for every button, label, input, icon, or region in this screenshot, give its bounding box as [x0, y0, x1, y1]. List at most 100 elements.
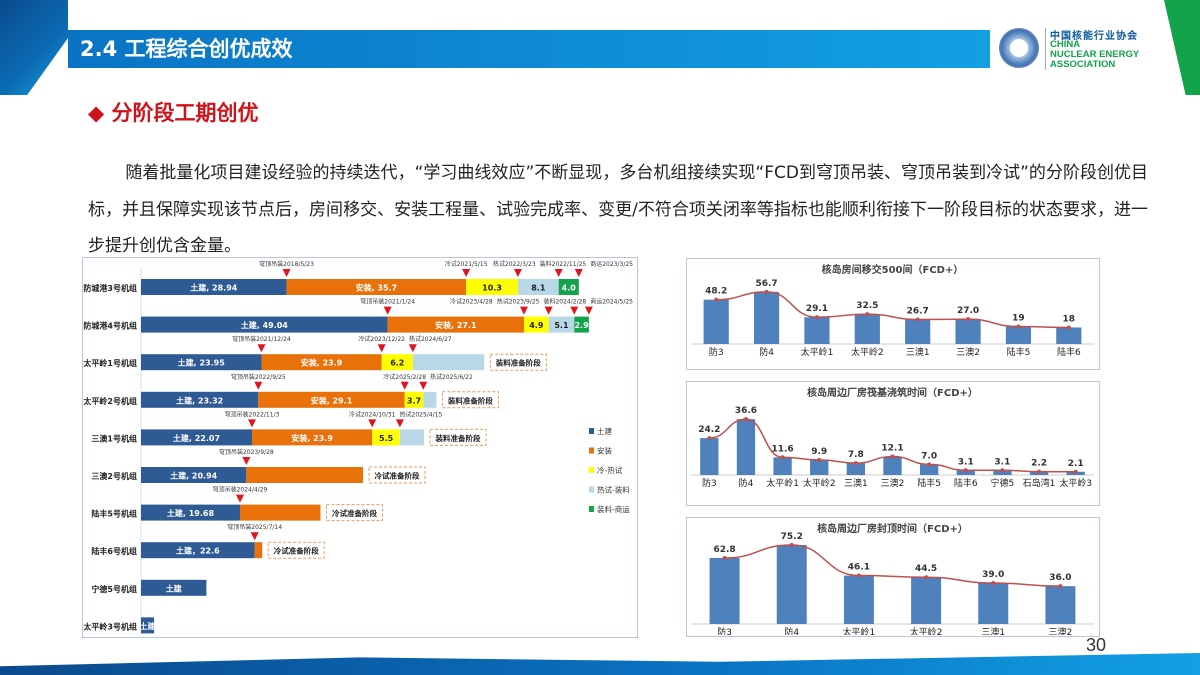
- milestone-marker-icon: [282, 269, 291, 277]
- row-label: 陆丰5号机组: [91, 509, 137, 519]
- milestone-label: 热试2025/6/22: [430, 373, 473, 381]
- segment-label: 土建，22.6: [176, 546, 220, 556]
- bar: [911, 577, 942, 624]
- trend-point: [966, 317, 971, 322]
- gantt-segment: [286, 279, 467, 295]
- green-stripe-decoration: [1164, 0, 1200, 95]
- gantt-segment: [141, 579, 207, 596]
- bar: [843, 575, 874, 624]
- data-label: 9.9: [811, 447, 827, 457]
- trend-point: [1037, 469, 1042, 474]
- chart-raft-pour-panel: 核岛周边厂房筏基浇筑时间（FCD+） 24.2 防3 36.6 防4 11.6 太平岭1 9.…: [686, 381, 1100, 506]
- stage-note: 装料准备阶段: [447, 395, 493, 405]
- data-label: 27.0: [957, 306, 979, 316]
- milestone-marker-icon: [248, 419, 257, 428]
- milestone-marker-icon: [419, 381, 428, 390]
- data-label: 62.8: [713, 545, 735, 555]
- data-label: 36.0: [1049, 573, 1071, 583]
- category-label: 三澳2: [1049, 626, 1073, 635]
- milestone-marker-icon: [408, 344, 417, 353]
- milestone-label: 穹顶吊装2025/7/14: [227, 523, 282, 531]
- milestone-marker-icon: [257, 344, 266, 353]
- page-number: 30: [1086, 635, 1107, 655]
- segment-label: 3.7: [407, 396, 421, 405]
- gantt-segment: [423, 391, 437, 408]
- segment-label: 安装, 23.9: [301, 358, 343, 368]
- milestone-label: 热试2022/3/23: [493, 260, 536, 268]
- gantt-segment: [574, 316, 589, 333]
- bar: [883, 456, 902, 475]
- milestone-label: 冷试2021/5/15: [445, 260, 488, 268]
- milestone-label: 穹顶吊装2024/4/29: [213, 486, 268, 494]
- legend-label: 装料-商运: [597, 504, 630, 514]
- bar: [776, 544, 807, 624]
- milestone-label: 商运2024/5/25: [590, 298, 633, 306]
- segment-label: 5.1: [554, 321, 569, 330]
- trend-point: [814, 315, 819, 320]
- milestone-marker-icon: [513, 269, 522, 277]
- segment-label: 土建, 28.94: [190, 283, 238, 293]
- gantt-segment: [141, 354, 262, 371]
- data-label: 24.2: [698, 425, 720, 435]
- segment-label: 土建, 19.68: [167, 508, 215, 518]
- data-label: 44.5: [915, 564, 937, 574]
- trend-point: [963, 468, 968, 473]
- bar: [846, 463, 866, 475]
- category-label: 防4: [739, 477, 754, 489]
- trend-point: [743, 417, 748, 422]
- milestone-marker-icon: [554, 269, 563, 277]
- bar: [1005, 326, 1032, 344]
- gantt-segment: [252, 429, 373, 446]
- data-label: 11.6: [771, 444, 793, 454]
- milestone-label: 冷试2023/12/22: [358, 335, 405, 343]
- gantt-segment: [466, 279, 518, 295]
- segment-label: 土建, 23.95: [178, 358, 226, 368]
- milestone-marker-icon: [584, 306, 593, 315]
- data-label: 29.1: [806, 304, 828, 314]
- gantt-segment: [141, 429, 253, 446]
- stage-note-box: [441, 391, 499, 409]
- segment-label: 土建: [140, 621, 157, 631]
- data-label: 32.5: [856, 301, 878, 311]
- category-label: 三澳1: [906, 346, 930, 358]
- gantt-segment: [412, 354, 485, 371]
- milestone-label: 穹顶吊装2021/12/24: [232, 335, 291, 343]
- logo-emblem-icon: [999, 28, 1039, 68]
- gantt-segment: [141, 504, 240, 521]
- gantt-segment: [517, 279, 559, 295]
- bar: [955, 319, 981, 344]
- legend-label: 安装: [597, 446, 612, 456]
- segment-label: 6.2: [390, 359, 404, 368]
- bar: [804, 317, 830, 344]
- corner-decoration: [0, 0, 68, 95]
- legend-swatch: [589, 506, 594, 512]
- row-label: 三澳2号机组: [91, 471, 137, 481]
- category-label: 防4: [784, 626, 799, 635]
- trend-point: [780, 455, 785, 460]
- chart-title: 核岛周边厂房筏基浇筑时间（FCD+）: [807, 386, 978, 399]
- milestone-marker-icon: [254, 381, 263, 390]
- logo-cn: 中国核能行业协会: [1050, 31, 1138, 42]
- trend-point: [1058, 584, 1063, 589]
- bar: [736, 419, 756, 475]
- legend-swatch: [589, 447, 594, 454]
- trend-point: [707, 436, 712, 441]
- gantt-segment: [372, 429, 400, 446]
- trend-point: [764, 289, 769, 294]
- milestone-label: 热试2024/6/27: [409, 335, 452, 343]
- bar: [753, 291, 780, 344]
- category-label: 石岛湾1: [1023, 477, 1056, 489]
- gantt-segment: [239, 504, 321, 521]
- gantt-segment: [141, 617, 155, 634]
- gantt-segment: [523, 316, 549, 333]
- bottom-wave-decoration: [0, 653, 1200, 675]
- category-label: 三澳2: [881, 477, 905, 489]
- data-label: 56.7: [755, 279, 777, 289]
- legend-swatch: [589, 428, 594, 434]
- milestone-marker-icon: [368, 419, 377, 428]
- milestone-marker-icon: [544, 306, 553, 315]
- category-label: 三澳1: [844, 477, 868, 489]
- category-label: 陆丰5: [917, 477, 941, 489]
- segment-label: 4.9: [529, 321, 544, 330]
- trend-point: [915, 317, 920, 322]
